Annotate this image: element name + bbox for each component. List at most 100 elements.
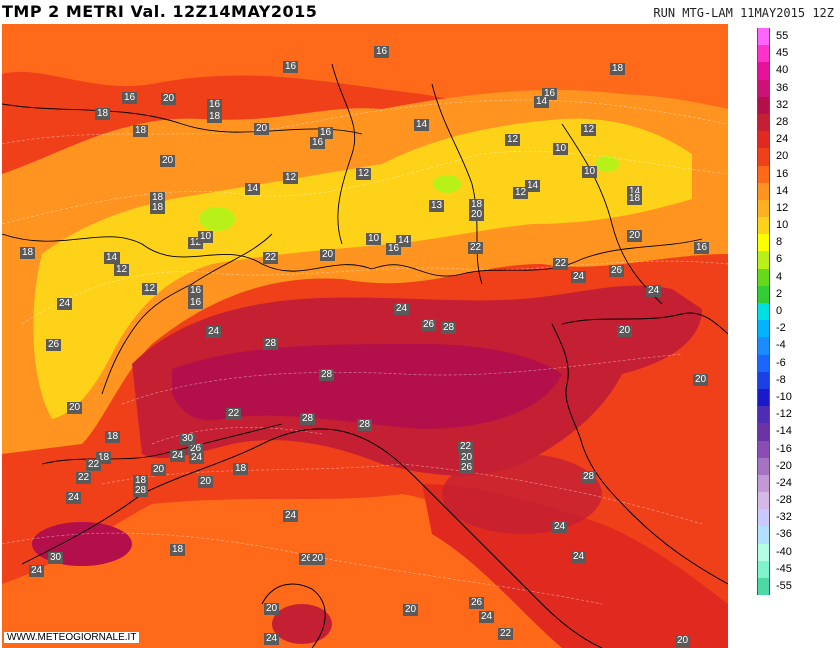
city-temperature-label: 20 — [469, 209, 485, 221]
city-temperature-label: 22 — [76, 472, 92, 484]
city-temperature-label: 28 — [581, 471, 597, 483]
scale-label: -6 — [776, 356, 786, 369]
scale-label: 4 — [776, 270, 783, 283]
city-temperature-label: 24 — [283, 510, 299, 522]
scale-label: 16 — [776, 167, 789, 180]
scale-label: 14 — [776, 184, 789, 197]
city-temperature-label: 18 — [469, 199, 485, 211]
scale-swatch — [757, 268, 770, 286]
city-temperature-label: 28 — [133, 485, 149, 497]
city-temperature-label: 20 — [320, 249, 336, 261]
corsica-hot-spot — [272, 604, 332, 644]
city-temperature-label: 26 — [459, 462, 475, 474]
scale-label: 40 — [776, 64, 789, 77]
city-temperature-label: 20 — [459, 452, 475, 464]
scale-label: -20 — [776, 459, 792, 472]
scale-label: 6 — [776, 253, 783, 266]
city-temperature-label: 18 — [233, 463, 249, 475]
city-temperature-label: 18 — [610, 63, 626, 75]
city-temperature-label: 14 — [104, 252, 120, 264]
scale-swatch — [757, 62, 770, 80]
city-temperature-label: 22 — [498, 628, 514, 640]
city-temperature-label: 20 — [151, 464, 167, 476]
city-temperature-label: 14 — [414, 119, 430, 131]
scale-swatch — [757, 423, 770, 441]
scale-swatch — [757, 492, 770, 510]
scale-swatch — [757, 354, 770, 372]
city-temperature-label: 28 — [441, 322, 457, 334]
city-temperature-label: 30 — [48, 552, 64, 564]
city-temperature-label: 16 — [310, 137, 326, 149]
scale-row: -40 — [757, 543, 837, 561]
city-temperature-label: 14 — [245, 183, 261, 195]
city-temperature-label: 18 — [133, 125, 149, 137]
scale-swatch — [757, 303, 770, 321]
city-temperature-label: 24 — [57, 298, 73, 310]
scale-swatch — [757, 509, 770, 527]
city-temperature-label: 20 — [198, 476, 214, 488]
scale-swatch — [757, 578, 770, 596]
scale-label: 10 — [776, 219, 789, 232]
scale-swatch — [757, 543, 770, 561]
scale-row: -4 — [757, 337, 837, 355]
scale-label: -16 — [776, 442, 792, 455]
scale-row: -32 — [757, 509, 837, 527]
scale-swatch — [757, 165, 770, 183]
city-temperature-label: 28 — [319, 369, 335, 381]
city-temperature-label: 24 — [189, 452, 205, 464]
scale-row: 28 — [757, 113, 837, 132]
city-temperature-label: 16 — [283, 61, 299, 73]
city-temperature-label: 20 — [160, 155, 176, 167]
city-temperature-label: 26 — [46, 339, 62, 351]
city-temperature-label: 18 — [150, 192, 166, 204]
scale-row: -16 — [757, 440, 837, 458]
city-temperature-label: 22 — [468, 242, 484, 254]
city-temperature-label: 20 — [67, 402, 83, 414]
city-temperature-label: 20 — [310, 553, 326, 565]
scale-row: 10 — [757, 217, 837, 235]
city-temperature-label: 20 — [675, 635, 691, 647]
scale-label: 12 — [776, 201, 789, 214]
scale-swatch — [757, 526, 770, 544]
city-temperature-label: 26 — [609, 265, 625, 277]
scale-swatch — [757, 217, 770, 235]
scale-row: -55 — [757, 578, 837, 596]
city-temperature-label: 13 — [429, 200, 445, 212]
scale-row: 6 — [757, 251, 837, 269]
city-temperature-label: 24 — [206, 326, 222, 338]
city-temperature-label: 18 — [20, 247, 36, 259]
city-temperature-label: 18 — [207, 111, 223, 123]
scale-row: 0 — [757, 303, 837, 321]
scale-swatch — [757, 45, 770, 63]
borders — [2, 63, 703, 465]
scale-row: 2 — [757, 285, 837, 303]
scale-label: -45 — [776, 562, 792, 575]
scale-row: 45 — [757, 45, 837, 63]
city-temperature-label: 20 — [617, 325, 633, 337]
scale-row: -8 — [757, 371, 837, 389]
city-temperature-label: 24 — [479, 611, 495, 623]
scale-swatch — [757, 251, 770, 269]
city-temperature-label: 10 — [553, 143, 569, 155]
city-temperature-label: 18 — [170, 544, 186, 556]
city-temperature-label: 18 — [95, 108, 111, 120]
scale-row: -24 — [757, 474, 837, 493]
scale-row: 4 — [757, 268, 837, 286]
scale-swatch — [757, 79, 770, 97]
scale-label: 20 — [776, 150, 789, 163]
scale-swatch — [757, 440, 770, 458]
scale-swatch — [757, 199, 770, 218]
city-temperature-label: 16 — [188, 285, 204, 297]
scale-row: 36 — [757, 79, 837, 97]
scale-row: 40 — [757, 62, 837, 80]
scale-row: -10 — [757, 388, 837, 407]
scale-label: 8 — [776, 236, 783, 249]
city-temperature-label: 12 — [114, 264, 130, 276]
city-temperature-label: 20 — [161, 93, 177, 105]
scale-swatch — [757, 148, 770, 166]
city-temperature-label: 16 — [694, 242, 710, 254]
city-temperature-label: 28 — [263, 338, 279, 350]
city-temperature-label: 24 — [571, 271, 587, 283]
city-temperature-label: 12 — [513, 187, 529, 199]
city-temperature-label: 10 — [582, 166, 598, 178]
